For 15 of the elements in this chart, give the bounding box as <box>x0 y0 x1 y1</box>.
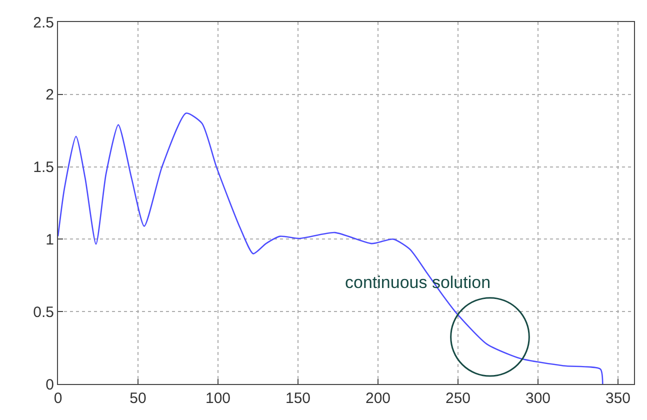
x-tick-label: 250 <box>445 390 471 407</box>
y-tick-label: 0.5 <box>33 304 54 321</box>
x-tick-label: 200 <box>365 390 391 407</box>
x-tick-label: 50 <box>130 390 146 407</box>
line-series <box>58 112 604 384</box>
x-tick-label: 350 <box>605 390 631 407</box>
y-tick-label: 1.5 <box>33 159 54 176</box>
y-tick-label: 1 <box>46 231 54 248</box>
y-tick-label: 2.5 <box>33 14 54 32</box>
x-tick-label: 300 <box>525 390 551 407</box>
y-tick-label: 0 <box>46 376 54 394</box>
x-tick-label: 150 <box>285 390 311 407</box>
x-tick-label: 100 <box>205 390 231 407</box>
y-tick-label: 2 <box>46 86 54 104</box>
annotation: continuous solution <box>345 273 491 292</box>
